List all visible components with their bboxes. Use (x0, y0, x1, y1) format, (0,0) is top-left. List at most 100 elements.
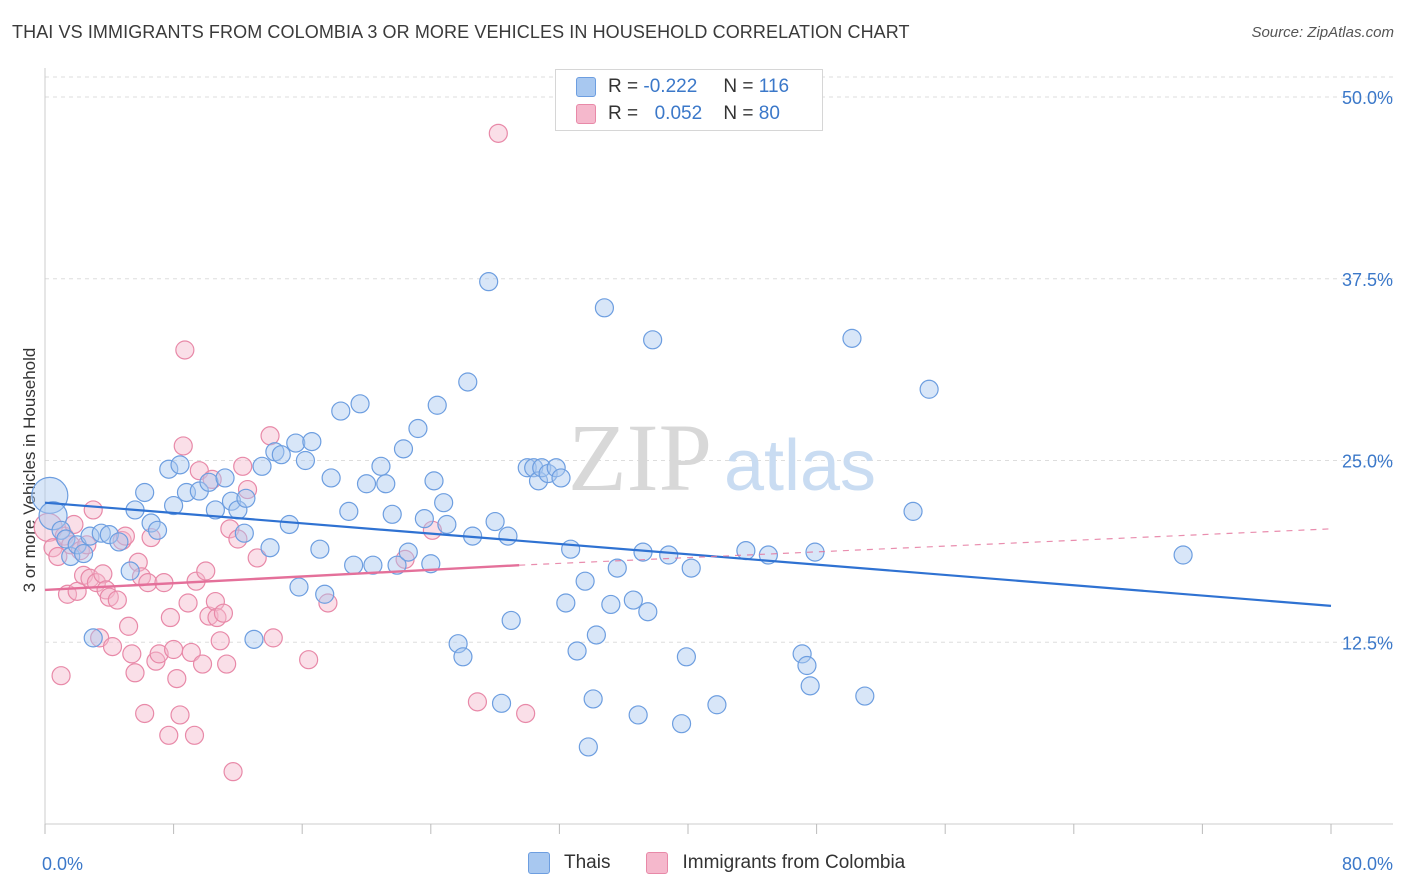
thais-point (659, 545, 679, 565)
thais-point (236, 488, 256, 508)
thais-point (434, 493, 454, 513)
chart-title: THAI VS IMMIGRANTS FROM COLOMBIA 3 OR MO… (12, 22, 910, 42)
thais-point (1173, 545, 1193, 565)
thais-point (99, 525, 119, 545)
thais-point (556, 593, 576, 613)
thais-point (356, 474, 377, 494)
legend-n-label: N = (723, 103, 754, 124)
thais-point (424, 471, 444, 491)
colombia-point (167, 668, 187, 689)
colombia-trend-extension (519, 528, 1332, 566)
thais-point (575, 571, 595, 591)
thais-point (289, 577, 309, 597)
legend-label-colombia: Immigrants from Colombia (682, 852, 906, 873)
thais-point (199, 472, 219, 492)
y-tick-label: 50.0% (1342, 88, 1393, 108)
thais-point (147, 520, 168, 540)
thais-point (707, 695, 727, 715)
thais-point (919, 379, 939, 399)
thais-point (393, 439, 414, 459)
colombia-point (125, 663, 145, 683)
colombia-point (260, 426, 280, 446)
series-thais-points (31, 272, 1193, 757)
colombia-point (178, 593, 198, 613)
thais-point (586, 625, 606, 645)
thais-point (517, 458, 537, 478)
thais-point (315, 584, 335, 604)
legend-row-thais: R = -0.222 N = 116 (576, 75, 789, 99)
thais-point (350, 394, 370, 414)
thais-point (164, 495, 184, 516)
thais-point (382, 504, 402, 524)
colombia-point (192, 654, 213, 674)
colombia-point (196, 561, 216, 581)
colombia-point (138, 573, 158, 593)
thais-point (546, 458, 566, 478)
legend-swatch-thais (528, 852, 550, 874)
colombia-point (467, 692, 488, 712)
thais-point (135, 482, 155, 503)
colombia-point (175, 340, 195, 360)
x-tick-label: 0.0% (42, 854, 83, 874)
thais-point (339, 501, 359, 521)
y-tick-label: 25.0% (1342, 452, 1393, 472)
thais-trend-line (44, 501, 1332, 607)
axes (44, 68, 1393, 834)
colombia-point (118, 616, 139, 636)
thais-point (479, 272, 499, 292)
colombia-point (141, 527, 161, 548)
legend-n-value-colombia: 80 (758, 103, 780, 124)
legend-item-thais[interactable]: Thais (528, 852, 610, 874)
x-tick-label: 80.0% (1342, 854, 1393, 874)
thais-point (628, 705, 648, 725)
series-legend: Thais Immigrants from Colombia (528, 852, 941, 874)
trend-lines (44, 501, 1332, 607)
legend-label-thais: Thais (564, 852, 611, 873)
thais-point (376, 474, 396, 494)
thais-point (170, 455, 190, 475)
thais-point (491, 693, 512, 713)
watermark-zip: ZIP (568, 404, 712, 511)
thais-point (437, 514, 457, 535)
legend-n-value-thais: 116 (758, 76, 790, 97)
colombia-point (223, 762, 243, 782)
thais-point (797, 655, 817, 676)
thais-point (331, 401, 351, 421)
y-tick-label: 12.5% (1342, 633, 1393, 653)
thais-point (855, 686, 875, 706)
thais-point (271, 445, 291, 465)
thais-point (252, 456, 272, 476)
thais-point (398, 542, 418, 562)
colombia-point (217, 654, 237, 674)
colombia-point (299, 650, 319, 670)
thais-point (295, 450, 316, 471)
legend-r-label: R = (608, 76, 639, 97)
thais-point (244, 629, 264, 649)
colombia-trend-line (44, 563, 520, 592)
thais-point (344, 555, 364, 575)
legend-swatch-thais (576, 77, 596, 97)
thais-point (51, 520, 71, 540)
thais-point (310, 539, 330, 559)
colombia-point (160, 607, 180, 628)
thais-point (427, 395, 447, 415)
colombia-point (83, 500, 103, 520)
colombia-point (122, 644, 142, 664)
colombia-point (159, 725, 179, 745)
legend-swatch-colombia (576, 104, 596, 124)
colombia-point (516, 703, 536, 724)
legend-n-label: N = (723, 76, 754, 97)
thais-point (91, 523, 111, 543)
colombia-point (93, 564, 113, 584)
legend-r-label: R = (608, 103, 639, 124)
colombia-point (135, 703, 155, 724)
legend-item-colombia[interactable]: Immigrants from Colombia (646, 852, 905, 874)
thais-point (286, 433, 306, 453)
thais-point (638, 602, 658, 622)
thais-point (583, 689, 603, 709)
thais-point (551, 468, 571, 488)
colombia-point (184, 725, 205, 745)
thais-point (408, 418, 428, 439)
thais-point (205, 500, 225, 520)
colombia-point (170, 705, 190, 725)
